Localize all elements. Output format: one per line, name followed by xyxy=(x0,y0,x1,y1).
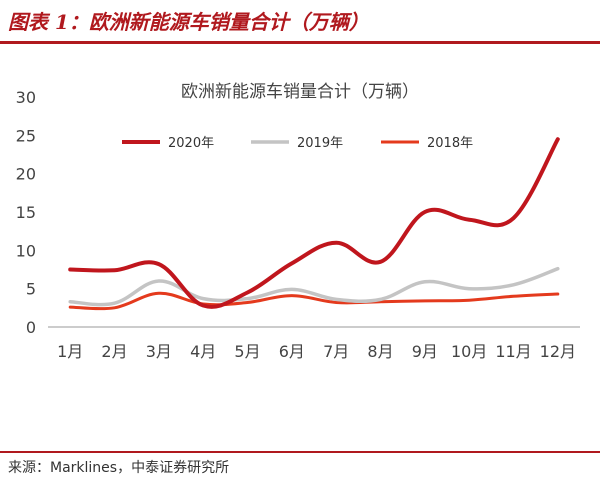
legend-label: 2020年 xyxy=(168,136,214,151)
x-axis: 1月 2月 3月 4月 5月 6月 7月 8月 9月 10月 11月 12月 xyxy=(57,342,576,361)
chart-title: 欧洲新能源车销量合计（万辆） xyxy=(181,82,419,102)
y-tick-label: 0 xyxy=(26,318,36,337)
title-divider xyxy=(0,41,600,44)
x-tick-label: 12月 xyxy=(540,342,576,361)
x-tick-label: 5月 xyxy=(234,342,260,361)
y-tick-label: 30 xyxy=(16,88,36,107)
series-line-2020年 xyxy=(68,137,560,309)
series-line-2018年 xyxy=(68,291,560,311)
y-tick-label: 15 xyxy=(16,203,36,222)
y-tick-label: 20 xyxy=(16,165,36,184)
y-tick-label: 10 xyxy=(16,241,36,260)
figure-title: 图表 1：欧洲新能源车销量合计（万辆） xyxy=(8,10,369,34)
line-chart: 欧洲新能源车销量合计（万辆） 0 5 10 15 20 25 30 1月 2月 3月 4月 5月 6月… xyxy=(16,82,580,361)
x-tick-label: 7月 xyxy=(323,342,349,361)
x-tick-label: 3月 xyxy=(146,342,172,361)
x-tick-label: 2月 xyxy=(101,342,127,361)
series-line-2019年 xyxy=(68,266,560,307)
x-tick-label: 9月 xyxy=(412,342,438,361)
legend-label: 2018年 xyxy=(427,136,473,151)
legend-label: 2019年 xyxy=(297,136,343,151)
x-tick-label: 8月 xyxy=(367,342,393,361)
x-tick-label: 6月 xyxy=(279,342,305,361)
x-tick-label: 4月 xyxy=(190,342,216,361)
y-tick-label: 5 xyxy=(26,280,36,299)
x-tick-label: 10月 xyxy=(451,342,487,361)
y-axis: 0 5 10 15 20 25 30 xyxy=(16,88,36,337)
source-note: 来源：Marklines，中泰证券研究所 xyxy=(8,460,230,476)
legend: 2020年 2019年 2018年 xyxy=(122,136,473,151)
x-tick-label: 1月 xyxy=(57,342,83,361)
series-lines xyxy=(68,137,560,311)
x-tick-label: 11月 xyxy=(495,342,531,361)
footer-divider xyxy=(0,451,600,453)
y-tick-label: 25 xyxy=(16,126,36,145)
